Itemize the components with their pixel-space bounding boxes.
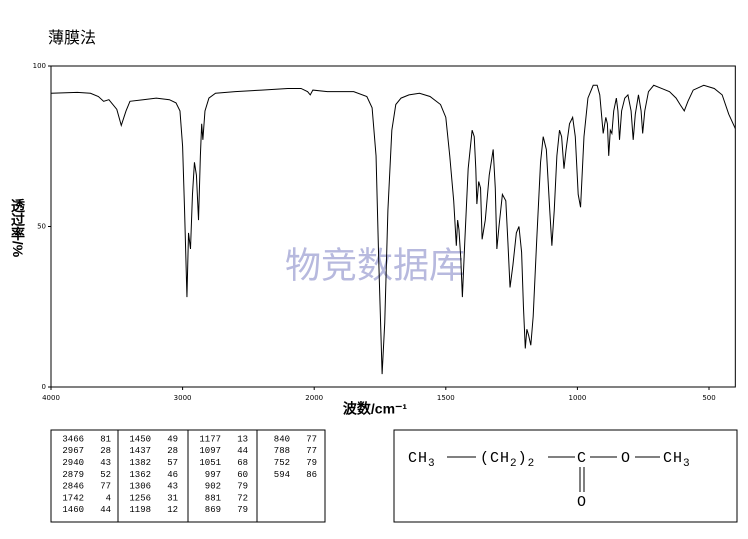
peak-wavenumber: 2940 bbox=[62, 458, 84, 468]
peak-transmittance: 79 bbox=[306, 458, 317, 468]
x-tick-label: 1000 bbox=[568, 394, 586, 402]
page-title: 薄膜法 bbox=[48, 29, 96, 47]
peak-wavenumber: 752 bbox=[274, 458, 290, 468]
group: CH3 bbox=[408, 450, 436, 470]
y-tick-label: 50 bbox=[37, 223, 46, 231]
peak-transmittance: 28 bbox=[100, 446, 111, 456]
x-tick-label: 4000 bbox=[42, 394, 60, 402]
peak-transmittance: 44 bbox=[100, 505, 111, 515]
y-axis-label: 透过率/% bbox=[10, 199, 26, 258]
peak-transmittance: 49 bbox=[167, 434, 178, 444]
peak-wavenumber: 1460 bbox=[62, 505, 84, 515]
peak-transmittance: 46 bbox=[167, 470, 178, 480]
spectrum-line bbox=[50, 84, 736, 375]
peak-wavenumber: 2967 bbox=[62, 446, 84, 456]
peak-wavenumber: 881 bbox=[205, 493, 221, 503]
carbon: C bbox=[577, 450, 587, 467]
peak-wavenumber: 1177 bbox=[199, 434, 221, 444]
peak-transmittance: 43 bbox=[100, 458, 111, 468]
peak-transmittance: 86 bbox=[306, 470, 317, 480]
peak-transmittance: 68 bbox=[237, 458, 248, 468]
peak-wavenumber: 1437 bbox=[129, 446, 151, 456]
peak-transmittance: 79 bbox=[237, 482, 248, 492]
x-tick-label: 1500 bbox=[437, 394, 455, 402]
peak-wavenumber: 1051 bbox=[199, 458, 221, 468]
peak-wavenumber: 788 bbox=[274, 446, 290, 456]
y-tick-label: 100 bbox=[33, 62, 46, 70]
peak-wavenumber: 840 bbox=[274, 434, 290, 444]
oxygen: O bbox=[621, 450, 631, 467]
peak-wavenumber: 997 bbox=[205, 470, 221, 480]
x-tick-label: 2000 bbox=[305, 394, 323, 402]
peak-wavenumber: 3466 bbox=[62, 434, 84, 444]
peak-wavenumber: 2879 bbox=[62, 470, 84, 480]
peak-transmittance: 77 bbox=[306, 434, 317, 444]
peak-wavenumber: 1198 bbox=[129, 505, 151, 515]
peak-transmittance: 28 bbox=[167, 446, 178, 456]
peak-wavenumber: 1362 bbox=[129, 470, 151, 480]
group: CH3 bbox=[663, 450, 691, 470]
peak-transmittance: 79 bbox=[237, 505, 248, 515]
peak-transmittance: 12 bbox=[167, 505, 178, 515]
peak-transmittance: 43 bbox=[167, 482, 178, 492]
peak-wavenumber: 2846 bbox=[62, 482, 84, 492]
peak-transmittance: 52 bbox=[100, 470, 111, 480]
peak-wavenumber: 594 bbox=[274, 470, 290, 480]
peak-transmittance: 77 bbox=[100, 482, 111, 492]
peak-wavenumber: 1742 bbox=[62, 493, 84, 503]
peak-transmittance: 31 bbox=[167, 493, 178, 503]
peak-transmittance: 44 bbox=[237, 446, 248, 456]
peak-transmittance: 13 bbox=[237, 434, 248, 444]
x-tick-label: 500 bbox=[702, 394, 715, 402]
peak-transmittance: 60 bbox=[237, 470, 248, 480]
carbonyl-oxygen: O bbox=[577, 494, 587, 511]
group: (CH2)2 bbox=[480, 450, 535, 470]
structure-frame bbox=[393, 429, 738, 523]
peak-transmittance: 72 bbox=[237, 493, 248, 503]
peak-wavenumber: 1097 bbox=[199, 446, 221, 456]
peak-transmittance: 81 bbox=[100, 434, 111, 444]
peak-wavenumber: 1450 bbox=[129, 434, 151, 444]
x-axis-label: 波数/cm⁻¹ bbox=[343, 401, 408, 417]
watermark: 物竞数据库 bbox=[285, 245, 465, 286]
structure: CH3 (CH2)2 C O CH3 O bbox=[408, 450, 691, 511]
peak-wavenumber: 1382 bbox=[129, 458, 151, 468]
peak-transmittance: 57 bbox=[167, 458, 178, 468]
peak-wavenumber: 869 bbox=[205, 505, 221, 515]
plot-frame bbox=[50, 65, 736, 388]
peak-wavenumber: 1256 bbox=[129, 493, 151, 503]
x-tick-label: 3000 bbox=[174, 394, 192, 402]
peak-wavenumber: 902 bbox=[205, 482, 221, 492]
y-tick-label: 0 bbox=[42, 383, 46, 391]
peak-transmittance: 4 bbox=[106, 493, 111, 503]
peak-wavenumber: 1306 bbox=[129, 482, 151, 492]
peak-transmittance: 77 bbox=[306, 446, 317, 456]
